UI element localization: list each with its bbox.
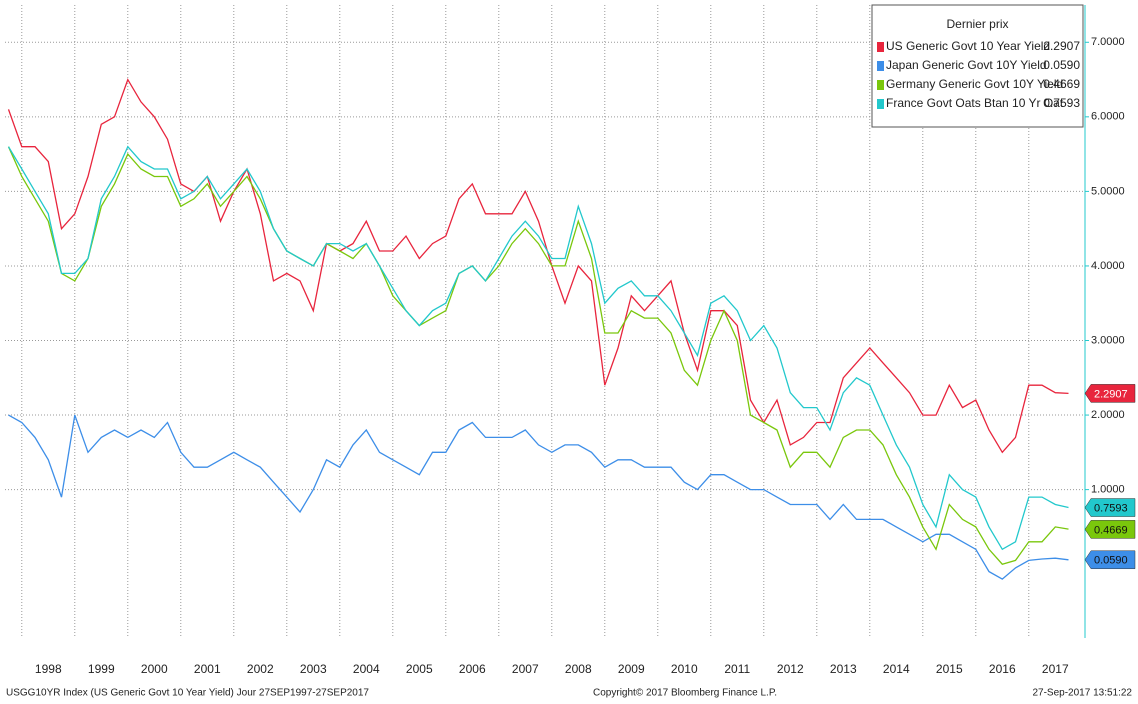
footer-left: USGG10YR Index (US Generic Govt 10 Year … [6,688,369,699]
x-tick-label: 2016 [989,662,1016,676]
x-tick-label: 2004 [353,662,380,676]
x-tick-label: 2007 [512,662,539,676]
x-tick-label: 2009 [618,662,645,676]
x-tick-label: 2015 [936,662,963,676]
x-tick-label: 2001 [194,662,221,676]
x-tick-label: 2003 [300,662,327,676]
x-tick-label: 2005 [406,662,433,676]
x-tick-label: 1999 [88,662,115,676]
last-value-tag [1084,384,1136,403]
footer-right: 27-Sep-2017 13:51:22 [1032,688,1132,699]
legend-title: Dernier prix [946,17,1008,31]
legend-swatch [877,80,884,90]
y-tick-label: 3.0000 [1091,334,1125,346]
x-tick-label: 2017 [1042,662,1069,676]
x-tick-label: 2010 [671,662,698,676]
x-tick-label: 2008 [565,662,592,676]
legend-label: France Govt Oats Btan 10 Yr Oat [886,96,1064,110]
x-tick-label: 2006 [459,662,486,676]
x-tick-label: 2012 [777,662,804,676]
last-value-label: 0.4669 [1094,524,1128,536]
series-line [8,414,1069,580]
last-value-tag [1084,498,1136,517]
x-tick-label: 1998 [35,662,62,676]
legend-value: 0.0590 [1043,58,1080,72]
legend-box [871,4,1084,128]
footer-center: Copyright© 2017 Bloomberg Finance L.P. [593,688,777,699]
x-tick-label: 2011 [724,662,750,676]
last-value-label: 0.0590 [1094,555,1128,567]
last-value-tag [1084,550,1136,570]
y-tick-label: 7.0000 [1091,36,1125,48]
series-line [7,145,1069,551]
legend-swatch [877,42,884,52]
legend-label: US Generic Govt 10 Year Yield [886,39,1050,53]
series-line [7,78,1069,454]
legend-label: Germany Generic Govt 10Y Yield [886,77,1063,91]
y-tick-label: 4.0000 [1091,260,1125,272]
y-tick-label: 2.0000 [1091,409,1125,421]
last-value-tag [1084,520,1136,539]
x-tick-label: 2000 [141,662,168,676]
y-tick-label: 5.0000 [1091,185,1125,197]
legend-swatch [877,61,884,71]
y-tick-label: 1.0000 [1091,484,1125,496]
series-line [7,146,1069,565]
legend-value: 0.4669 [1043,77,1080,91]
x-tick-label: 2014 [883,662,910,676]
legend-value: 2.2907 [1043,39,1080,53]
x-tick-label: 2013 [830,662,857,676]
legend-label: Japan Generic Govt 10Y Yield [886,58,1047,72]
y-tick-label: 6.0000 [1091,111,1125,123]
last-value-label: 0.7593 [1094,502,1128,514]
legend-swatch [877,99,884,109]
legend-value: 0.7593 [1043,96,1080,110]
last-value-label: 2.2907 [1094,388,1128,400]
x-tick-label: 2002 [247,662,274,676]
